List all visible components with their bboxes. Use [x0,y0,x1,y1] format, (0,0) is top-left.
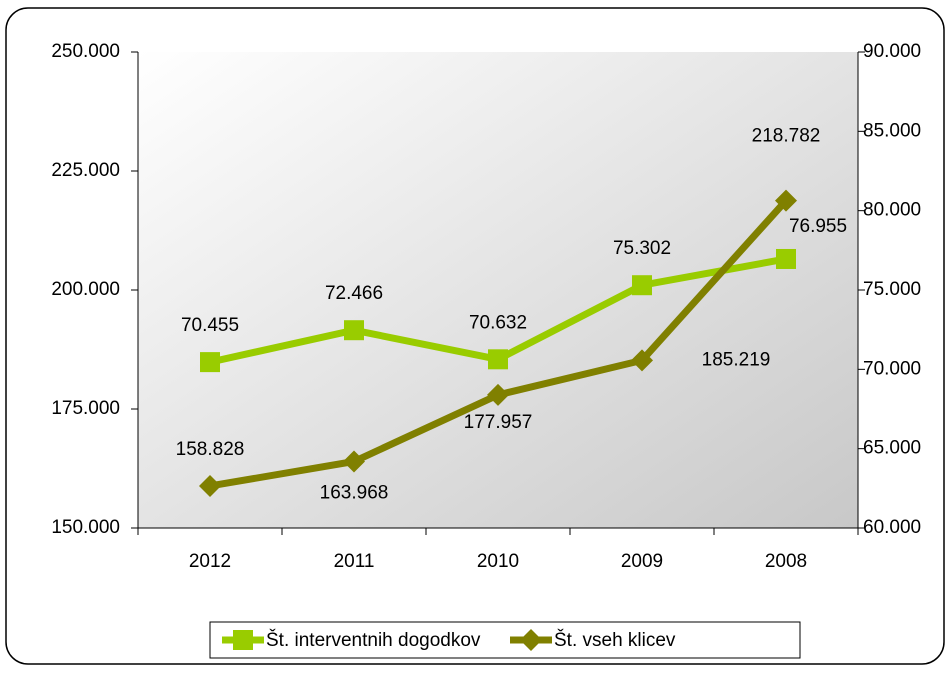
y-tick-label: 175.000 [51,398,120,419]
data-point [775,189,797,212]
y-tick-label: 200.000 [51,279,120,300]
legend-label: Št. vseh klicev [554,629,676,651]
plot-area [138,52,858,528]
y2-tick-label: 70.000 [863,358,921,379]
y-tick-label: 250.000 [51,41,120,62]
y2-tick-label: 65.000 [863,438,921,459]
data-label: 163.968 [320,483,389,504]
legend [209,621,801,659]
x-tick-label: 2012 [189,551,231,572]
y2-tick-label: 90.000 [863,41,921,62]
legend-marker [520,629,542,651]
data-point [343,450,365,473]
data-point [200,352,220,373]
data-label: 70.632 [469,312,527,333]
y-tick-label: 225.000 [51,160,120,181]
data-label: 218.782 [752,126,821,147]
x-tick-label: 2010 [477,551,519,572]
data-label: 177.957 [464,412,533,433]
data-point [776,248,796,269]
y-tick-label: 150.000 [51,517,120,538]
x-tick-label: 2009 [621,551,663,572]
data-point [344,320,364,341]
data-label: 76.955 [789,216,847,237]
x-tick-label: 2011 [334,551,375,572]
x-tick-label: 2008 [765,551,807,572]
data-label: 72.466 [325,283,383,304]
data-point [632,275,652,296]
legend-marker [233,630,253,650]
y2-tick-label: 60.000 [863,517,921,538]
y2-tick-label: 75.000 [863,279,921,300]
y2-tick-label: 80.000 [863,200,921,221]
data-point [631,349,653,372]
data-label: 158.828 [176,439,245,460]
y2-tick-label: 85.000 [863,120,921,141]
data-label: 75.302 [613,238,671,259]
data-label: 70.455 [181,315,239,336]
data-point [487,383,509,406]
data-label: 185.219 [702,349,771,370]
data-point [488,349,508,370]
data-point [199,474,221,497]
legend-label: Št. interventnih dogodkov [266,629,481,651]
